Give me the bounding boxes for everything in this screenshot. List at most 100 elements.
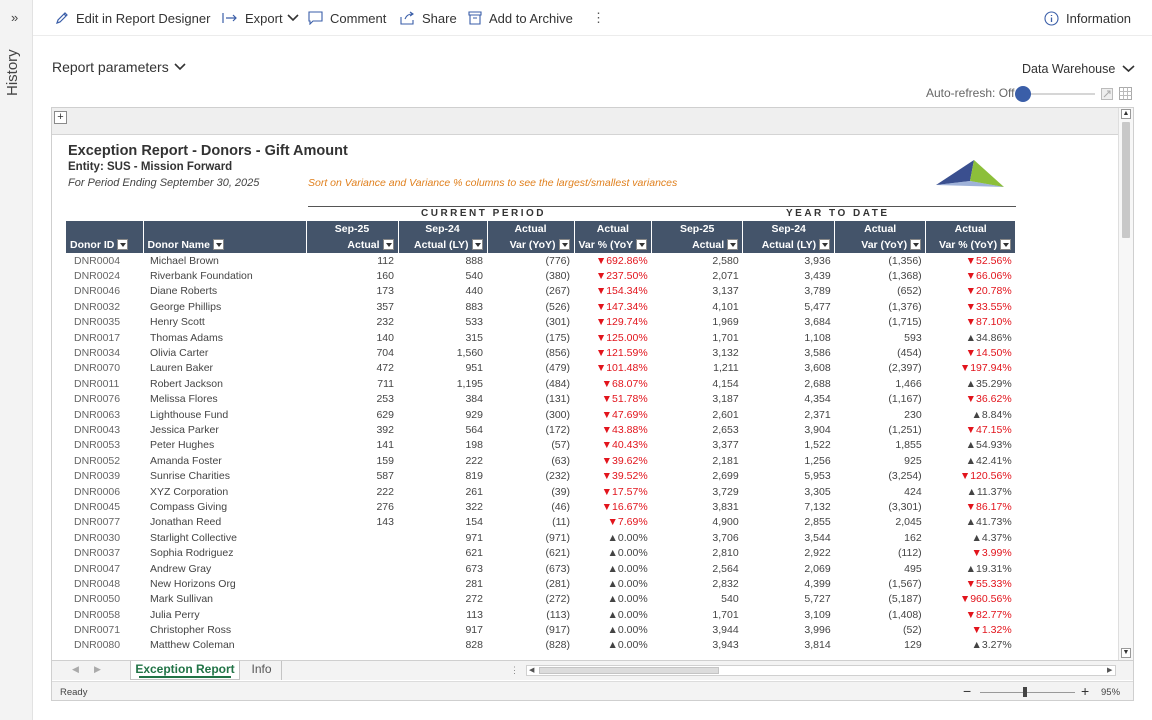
value-cell[interactable]: 1,560 xyxy=(456,347,483,360)
value-cell[interactable]: ▲54.93% xyxy=(965,439,1012,452)
value-cell[interactable]: 2,564 xyxy=(712,562,739,575)
donor-id-cell[interactable]: DNR0032 xyxy=(74,300,121,313)
value-cell[interactable]: ▼40.43% xyxy=(601,439,648,452)
donor-name-cell[interactable]: Lighthouse Fund xyxy=(150,408,229,421)
value-cell[interactable]: 2,699 xyxy=(712,470,739,483)
value-cell[interactable] xyxy=(306,607,398,622)
donor-name-cell[interactable]: Mark Sullivan xyxy=(150,593,214,606)
value-cell[interactable]: 2,601 xyxy=(712,408,739,421)
donor-name-cell[interactable]: Lauren Baker xyxy=(150,362,214,375)
value-cell[interactable]: 315 xyxy=(465,331,483,344)
value-cell[interactable]: 141 xyxy=(376,439,394,452)
value-cell[interactable]: ▲0.00% xyxy=(607,624,648,637)
donor-id-cell[interactable]: DNR0080 xyxy=(74,639,121,652)
value-cell[interactable]: 971 xyxy=(465,531,483,544)
donor-id-cell[interactable]: DNR0004 xyxy=(74,254,121,267)
value-cell[interactable]: 2,653 xyxy=(712,423,739,436)
column-header[interactable]: Actual (LY) xyxy=(742,237,836,253)
value-cell[interactable]: 3,936 xyxy=(804,254,831,267)
column-header[interactable]: Actual xyxy=(651,237,744,253)
value-cell[interactable]: (46) xyxy=(551,500,570,513)
value-cell[interactable]: (673) xyxy=(545,562,570,575)
value-cell[interactable]: (112) xyxy=(897,547,922,560)
add-to-archive-button[interactable]: Add to Archive xyxy=(468,8,573,28)
filter-dropdown-icon[interactable] xyxy=(382,239,394,250)
value-cell[interactable]: (113) xyxy=(546,608,570,621)
value-cell[interactable]: 3,729 xyxy=(712,485,739,498)
value-cell[interactable]: 495 xyxy=(904,562,922,575)
value-cell[interactable]: 1,211 xyxy=(713,362,739,375)
value-cell[interactable]: 222 xyxy=(376,485,394,498)
column-header[interactable]: Var (YoY) xyxy=(487,237,575,253)
value-cell[interactable]: ▼39.62% xyxy=(601,454,648,467)
donor-id-cell[interactable]: DNR0047 xyxy=(74,562,121,575)
table-row[interactable]: DNR0039 Sunrise Charities 587 819 (232) ▼39.5… xyxy=(66,468,1016,483)
value-cell[interactable]: 3,706 xyxy=(712,531,739,544)
value-cell[interactable] xyxy=(306,638,398,653)
table-row[interactable]: DNR0052 Amanda Foster 159 222 (63) ▼39.62% 2,1… xyxy=(66,453,1016,468)
value-cell[interactable]: 2,069 xyxy=(804,562,831,575)
zoom-out-button[interactable]: − xyxy=(963,683,972,699)
donor-id-cell[interactable]: DNR0048 xyxy=(74,577,121,590)
vertical-scrollbar[interactable]: ▲ ▼ xyxy=(1118,108,1133,660)
value-cell[interactable]: ▲11.37% xyxy=(966,485,1012,498)
value-cell[interactable]: (454) xyxy=(897,347,922,360)
table-row[interactable]: DNR0047 Andrew Gray 673 (673) ▲0.00% 2,564 2,0… xyxy=(66,561,1016,576)
value-cell[interactable]: 629 xyxy=(376,408,394,421)
column-header[interactable]: Donor Name xyxy=(143,237,307,253)
value-cell[interactable]: ▼68.07% xyxy=(601,377,648,390)
grid-view-icon[interactable] xyxy=(1119,87,1132,100)
value-cell[interactable]: (267) xyxy=(545,285,570,298)
history-rail[interactable]: » History xyxy=(0,0,33,720)
value-cell[interactable]: 5,727 xyxy=(804,593,831,606)
table-row[interactable]: DNR0037 Sophia Rodriguez 621 (621) ▲0.00% 2,8… xyxy=(66,545,1016,560)
value-cell[interactable]: 3,586 xyxy=(804,347,831,360)
value-cell[interactable]: 929 xyxy=(465,408,483,421)
donor-name-cell[interactable]: Melissa Flores xyxy=(150,393,218,406)
donor-id-cell[interactable]: DNR0039 xyxy=(74,470,121,483)
share-button[interactable]: Share xyxy=(400,8,457,28)
value-cell[interactable]: ▼7.69% xyxy=(607,516,648,529)
value-cell[interactable]: (63) xyxy=(551,454,570,467)
filter-dropdown-icon[interactable] xyxy=(212,239,224,250)
donor-id-cell[interactable]: DNR0011 xyxy=(74,377,120,390)
value-cell[interactable]: (828) xyxy=(545,639,570,652)
value-cell[interactable]: 173 xyxy=(376,285,394,298)
value-cell[interactable]: 704 xyxy=(376,347,394,360)
value-cell[interactable]: 2,855 xyxy=(804,516,831,529)
value-cell[interactable]: ▼237.50% xyxy=(595,270,648,283)
filter-dropdown-icon[interactable] xyxy=(819,239,831,250)
value-cell[interactable]: ▼52.56% xyxy=(965,254,1012,267)
value-cell[interactable]: (1,715) xyxy=(888,316,922,329)
donor-id-cell[interactable]: DNR0071 xyxy=(74,624,121,637)
value-cell[interactable]: 4,354 xyxy=(804,393,831,406)
value-cell[interactable]: 1,969 xyxy=(712,316,739,329)
value-cell[interactable]: 198 xyxy=(465,439,483,452)
value-cell[interactable]: ▲34.86% xyxy=(965,331,1012,344)
donor-id-cell[interactable]: DNR0046 xyxy=(74,285,121,298)
value-cell[interactable]: (57) xyxy=(551,439,570,452)
value-cell[interactable] xyxy=(306,622,398,637)
value-cell[interactable]: 3,944 xyxy=(712,624,739,637)
value-cell[interactable]: ▲0.00% xyxy=(607,577,648,590)
donor-name-cell[interactable]: Sophia Rodriguez xyxy=(150,547,234,560)
value-cell[interactable]: 951 xyxy=(465,362,483,375)
value-cell[interactable]: 4,900 xyxy=(712,516,739,529)
value-cell[interactable]: 140 xyxy=(376,331,394,344)
value-cell[interactable]: 2,071 xyxy=(712,270,739,283)
value-cell[interactable]: ▼129.74% xyxy=(595,316,648,329)
scroll-up-icon[interactable]: ▲ xyxy=(1121,109,1131,119)
value-cell[interactable]: 3,109 xyxy=(804,608,831,621)
value-cell[interactable]: 222 xyxy=(465,454,483,467)
table-row[interactable]: DNR0030 Starlight Collective 971 (971) ▲0.00… xyxy=(66,530,1016,545)
value-cell[interactable]: (281) xyxy=(545,577,570,590)
value-cell[interactable]: 2,688 xyxy=(804,377,831,390)
value-cell[interactable]: 424 xyxy=(904,485,922,498)
column-header[interactable]: Actual (LY) xyxy=(398,237,488,253)
export-button[interactable]: Export xyxy=(222,8,299,28)
donor-name-cell[interactable]: Jessica Parker xyxy=(150,423,219,436)
value-cell[interactable]: 3,137 xyxy=(712,285,739,298)
donor-name-cell[interactable]: Henry Scott xyxy=(150,316,205,329)
value-cell[interactable]: 392 xyxy=(376,423,394,436)
donor-name-cell[interactable]: Christopher Ross xyxy=(150,624,232,637)
